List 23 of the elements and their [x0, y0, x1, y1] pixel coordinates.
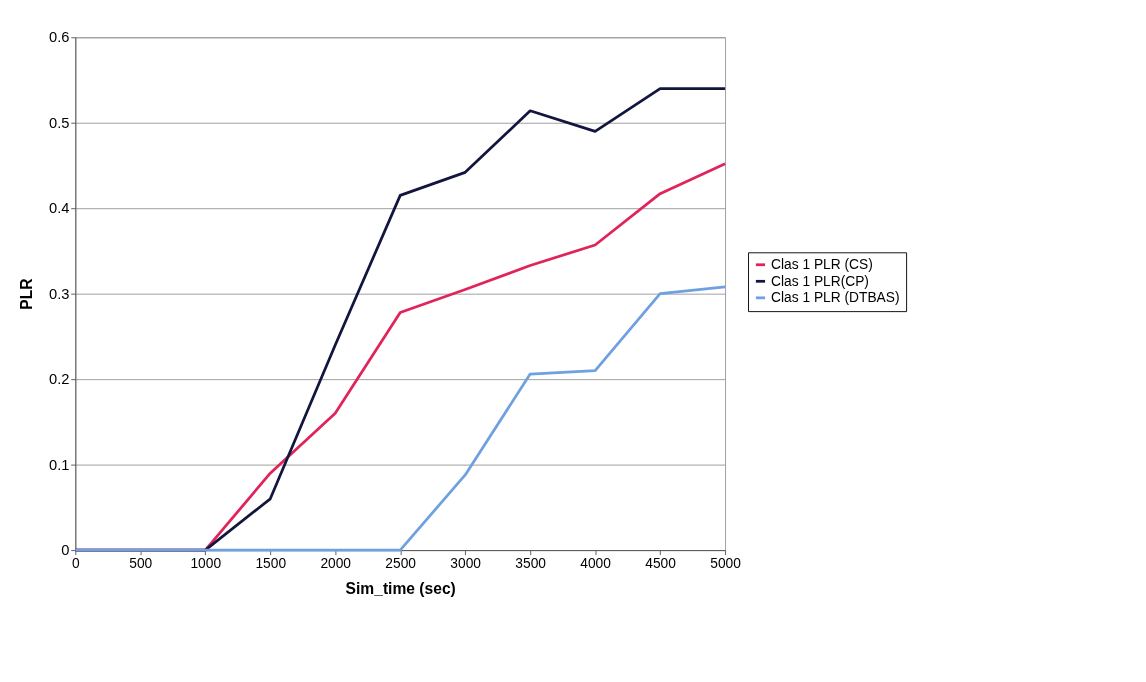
y-tick-label: 0.3 — [48, 285, 70, 302]
legend-label: Clas 1 PLR(CP) — [771, 273, 869, 289]
x-tick-label: 0 — [71, 556, 80, 572]
x-tick-label: 4000 — [580, 556, 612, 572]
x-tick-label: 1500 — [255, 556, 287, 572]
x-tick-label: 3500 — [515, 556, 547, 572]
x-tick-label: 5000 — [710, 556, 742, 572]
y-tick-label: 0.4 — [48, 200, 70, 217]
legend-label: Clas 1 PLR (DTBAS) — [771, 290, 900, 306]
x-axis-title: Sim_time (sec) — [345, 579, 456, 597]
legend-label: Clas 1 PLR (CS) — [771, 257, 873, 273]
y-tick-label: 0.5 — [48, 114, 70, 131]
y-tick-label: 0.1 — [48, 456, 70, 473]
x-tick-label: 1000 — [190, 556, 222, 572]
x-tick-label: 2500 — [385, 556, 417, 572]
x-tick-label: 2000 — [320, 556, 352, 572]
x-tick-label: 500 — [129, 556, 153, 572]
y-tick-label: 0 — [61, 542, 70, 559]
x-tick-label: 3000 — [450, 556, 482, 572]
y-tick-label: 0.6 — [48, 29, 70, 46]
y-axis-title: PLR — [18, 278, 36, 310]
x-tick-label: 4500 — [645, 556, 677, 572]
y-tick-label: 0.2 — [48, 371, 70, 388]
